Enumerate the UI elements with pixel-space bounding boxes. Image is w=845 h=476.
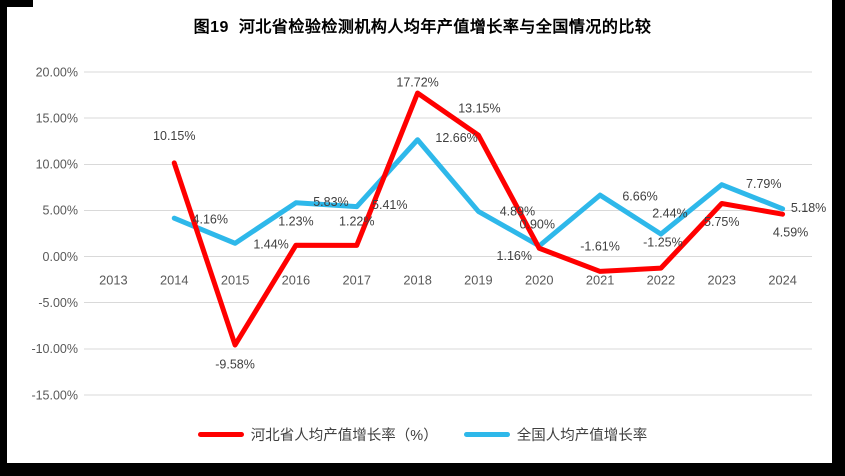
legend-label-national: 全国人均产值增长率 [516,427,648,444]
data-label: -1.61% [580,240,620,254]
data-label: 2.44% [652,206,687,220]
y-axis-tick-labels: 20.00% 15.00% 10.00% 5.00% 0.00% -5.00% -10.00… [31,65,78,402]
y-tick-label: -15.00% [31,388,78,402]
x-tick-label: 2017 [343,273,371,288]
legend-item-hebei: 河北省人均产值增长率（%） [197,424,438,445]
x-tick-label: 2022 [647,273,675,288]
x-tick-label: 2023 [708,273,736,288]
legend-item-national: 全国人均产值增长率 [463,424,648,445]
y-tick-label: 10.00% [36,158,78,172]
black-border-bottom [0,463,845,476]
data-label: 6.66% [622,189,657,203]
legend-label-hebei: 河北省人均产值增长率（%） [250,427,438,444]
data-label: 7.79% [746,177,781,191]
series-line-hebei [171,90,786,348]
x-tick-label: 2013 [99,273,127,288]
y-tick-label: -10.00% [31,342,78,356]
black-border-left [0,0,7,476]
series-line-national [171,137,786,249]
black-border-top-left [0,0,33,7]
y-tick-label: 5.00% [43,204,78,218]
y-tick-label: 0.00% [43,250,78,264]
data-label: 5.83% [313,195,348,209]
x-tick-label: 2015 [221,273,249,288]
x-tick-label: 2018 [403,273,431,288]
x-tick-label: 2016 [282,273,310,288]
chart-title: 图19 河北省检验检测机构人均年产值增长率与全国情况的比较 [193,19,652,36]
data-labels-national: 4.16% 1.44% 5.83% 5.41% 12.66% 4.89% 1.16% 6.66… [193,131,827,263]
data-label: 4.16% [193,212,228,226]
legend-line-swatch-hebei [197,431,244,437]
data-label: -9.58% [215,357,255,371]
data-label: 4.59% [773,226,808,240]
y-tick-label: 15.00% [36,111,78,125]
data-label: 1.16% [497,249,532,263]
gridlines [84,71,812,396]
x-tick-label: 2021 [586,273,614,288]
data-label: 12.66% [435,131,477,145]
legend-line-swatch-national [463,431,510,437]
data-label: 13.15% [458,102,500,116]
y-tick-label: -5.00% [38,296,78,310]
data-label: 1.44% [253,238,288,252]
x-tick-label: 2019 [464,273,492,288]
data-label: 5.75% [704,215,739,229]
x-tick-label: 2014 [160,273,188,288]
data-label: 4.89% [500,205,535,219]
chart-legend: 河北省人均产值增长率（%） 全国人均产值增长率 [0,424,845,444]
data-label: 1.22% [339,215,374,229]
data-labels-hebei: 10.15% -9.58% 1.23% 1.22% 17.72% 13.15% 0.90% -… [153,75,808,371]
series-line-hebei [171,90,786,348]
x-tick-label: 2024 [768,273,796,288]
series-line-national [171,137,786,249]
x-tick-label: 2020 [525,273,553,288]
data-label: 10.15% [153,129,195,143]
data-label: 5.41% [372,198,407,212]
black-border-right [832,0,845,476]
data-label: -1.25% [643,235,683,249]
data-label: 1.23% [278,215,313,229]
x-axis-tick-labels: 2013 2014 2015 2016 2017 2018 2019 2020 2021 2022… [99,273,797,288]
y-tick-label: 20.00% [36,65,78,79]
data-label: 17.72% [396,75,438,89]
data-label: 0.90% [520,218,555,232]
data-label: 5.18% [791,201,826,215]
